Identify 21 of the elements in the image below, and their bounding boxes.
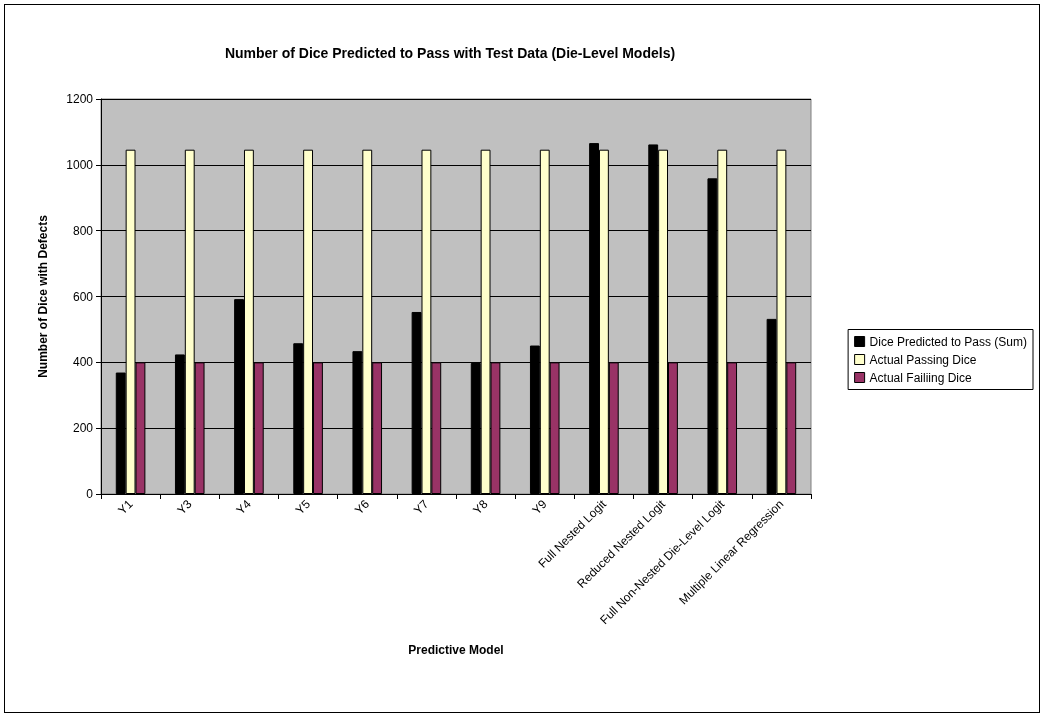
x-tick-label: Y7: [411, 496, 432, 518]
x-tick-label: Y5: [292, 496, 314, 518]
x-tick-label: Y1: [115, 496, 136, 518]
y-tick-label: 600: [72, 289, 94, 304]
legend-label: Dice Predicted to Pass (Sum): [869, 334, 1027, 349]
x-axis-title: Predictive Model: [408, 643, 504, 657]
x-tick-label: Y6: [351, 496, 373, 518]
y-tick-label: 200: [72, 421, 94, 436]
y-tick-label: 1200: [66, 92, 94, 106]
y-tick-label: 800: [72, 223, 94, 238]
x-tick-label: Y4: [233, 496, 255, 518]
y-tick-label: 0: [86, 487, 94, 501]
x-tick-label: Y3: [174, 496, 195, 518]
y-axis-title: Number of Dice with Defects: [36, 214, 50, 378]
x-tick-label: Y8: [470, 496, 491, 518]
y-tick-label: 400: [72, 355, 94, 370]
legend-label: Actual Passing Dice: [869, 352, 977, 367]
y-tick-label: 1000: [66, 157, 94, 172]
legend-label: Actual Failiing Dice: [869, 370, 972, 385]
chart-title: Number of Dice Predicted to Pass with Test Data (Die-Level Models): [224, 45, 676, 61]
x-tick-label: Y9: [529, 496, 550, 518]
